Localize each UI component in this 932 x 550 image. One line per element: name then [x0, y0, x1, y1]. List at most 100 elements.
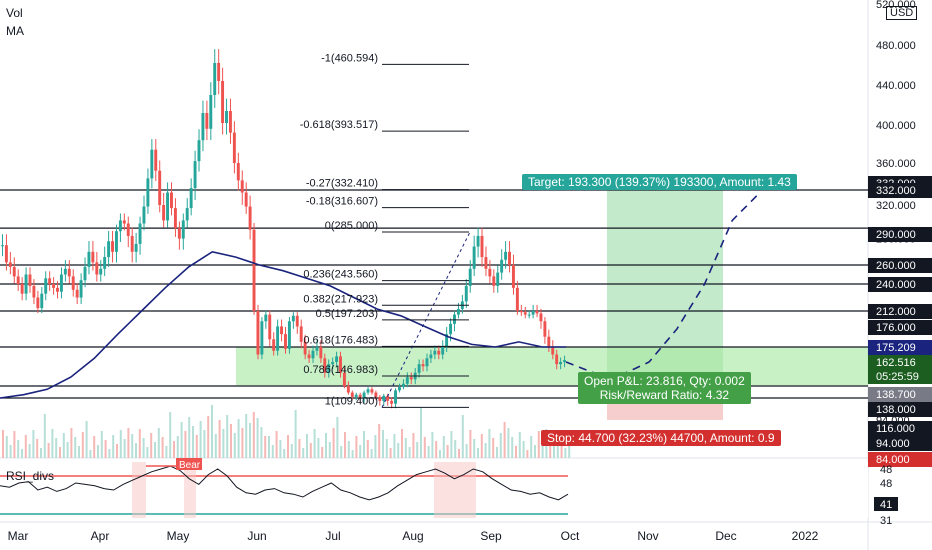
- rsi-tick-label: 41: [880, 499, 892, 511]
- candle-body: [228, 111, 232, 133]
- volume-bar: [344, 432, 346, 458]
- candle-body: [138, 223, 142, 244]
- candle-body: [20, 284, 24, 294]
- candle-body: [236, 163, 240, 181]
- candle-body: [114, 231, 118, 252]
- stop-label[interactable]: Stop: 44.700 (32.23%) 44700, Amount: 0.9: [541, 430, 781, 446]
- rsi-bear-tag-bg: [176, 458, 202, 470]
- candle-body: [335, 356, 339, 362]
- volume-bar: [264, 436, 267, 458]
- volume-bar: [180, 422, 183, 458]
- x-tick-label: Apr: [91, 529, 110, 543]
- candle-body: [311, 350, 315, 359]
- candle-body: [32, 285, 36, 298]
- candle-body: [280, 326, 283, 335]
- volume-bar: [564, 448, 567, 458]
- fib-level-label: -0.18(316.607): [306, 196, 378, 208]
- candle-body: [315, 347, 319, 351]
- candle-body: [339, 356, 342, 373]
- target-label[interactable]: Target: 193.300 (139.37%) 193300, Amount…: [522, 174, 797, 190]
- currency-label[interactable]: USD: [886, 6, 918, 20]
- volume-bar: [271, 445, 274, 458]
- volume-bar: [423, 437, 426, 458]
- legend-vol: Vol: [6, 6, 23, 20]
- rsi-tick-label: 31: [880, 515, 892, 527]
- rsi-line: [0, 465, 569, 501]
- candle-body: [484, 257, 488, 269]
- volume-bar: [97, 445, 99, 458]
- candle-body: [56, 287, 59, 292]
- volume-bar: [336, 417, 339, 458]
- volume-bar: [294, 410, 297, 458]
- volume-bar: [131, 434, 134, 458]
- price-tag-bg: [868, 402, 932, 417]
- candle-body: [189, 188, 193, 209]
- volume-bar: [146, 447, 149, 458]
- candle-body: [519, 311, 523, 313]
- candle-body: [299, 326, 303, 342]
- volume-bar: [488, 429, 491, 458]
- x-tick-label: Jul: [325, 529, 340, 543]
- volume-bar: [17, 440, 20, 458]
- candle-body: [370, 389, 374, 393]
- rsi-tag-bg: [874, 497, 898, 511]
- price-tag-label: 116.000: [876, 423, 915, 435]
- candle-body: [193, 161, 197, 189]
- volume-bar: [260, 427, 263, 458]
- volume-bar: [211, 405, 213, 458]
- volume-bar: [370, 449, 373, 458]
- candle-body: [181, 220, 185, 239]
- fib-level-label: -0.618(393.517): [300, 119, 378, 131]
- volume-bar: [553, 444, 555, 458]
- volume-bar: [393, 434, 396, 458]
- volume-bar: [32, 430, 35, 458]
- price-tag-bg: [868, 355, 932, 370]
- volume-bar: [81, 432, 84, 458]
- candle-body: [111, 241, 114, 252]
- candle-body: [433, 350, 437, 355]
- volume-bar: [268, 436, 270, 458]
- volume-bar: [522, 441, 525, 458]
- volume-bar: [165, 446, 168, 458]
- volume-bar: [203, 430, 206, 458]
- volume-bar: [534, 445, 536, 458]
- volume-bar: [290, 444, 293, 458]
- candle-body: [523, 312, 527, 315]
- volume-bar: [142, 438, 145, 458]
- candle-body: [378, 396, 382, 401]
- volume-bar: [28, 444, 31, 458]
- volume-bar: [127, 428, 130, 458]
- x-tick-label: Sep: [480, 529, 502, 543]
- candle-body: [515, 287, 519, 311]
- candle-body: [48, 278, 52, 284]
- candle-body: [28, 274, 32, 286]
- volume-bar: [496, 447, 498, 458]
- volume-bar: [465, 444, 468, 458]
- pnl-box[interactable]: Open P&L: 23.816, Qty: 0.002 Risk/Reward…: [578, 372, 751, 404]
- price-tag-label: 332.000: [876, 185, 916, 197]
- volume-bar: [78, 446, 80, 458]
- volume-bar: [313, 429, 316, 458]
- volume-bar: [93, 436, 96, 458]
- volume-bar: [135, 443, 137, 458]
- candle-body: [213, 63, 217, 95]
- rsi-tick-label: 48: [880, 464, 892, 476]
- price-tag-bg: [868, 369, 932, 384]
- candle-body: [158, 170, 162, 205]
- price-tag-label: 260.000: [876, 260, 916, 272]
- volume-bar: [116, 444, 118, 458]
- volume-bar: [287, 435, 289, 458]
- price-tag-bg: [868, 387, 932, 402]
- candle-body: [547, 336, 551, 347]
- x-tick-label: Jun: [247, 529, 266, 543]
- volume-bar: [477, 448, 479, 458]
- volume-bar: [150, 433, 153, 458]
- candle-body: [563, 360, 566, 362]
- candle-body: [264, 314, 268, 322]
- candle-body: [449, 323, 453, 335]
- volume-bar: [541, 440, 544, 458]
- price-tag-label: 176.000: [876, 322, 916, 334]
- rsi-highlight: [132, 462, 146, 518]
- rsi-bear-label: Bear: [179, 460, 201, 471]
